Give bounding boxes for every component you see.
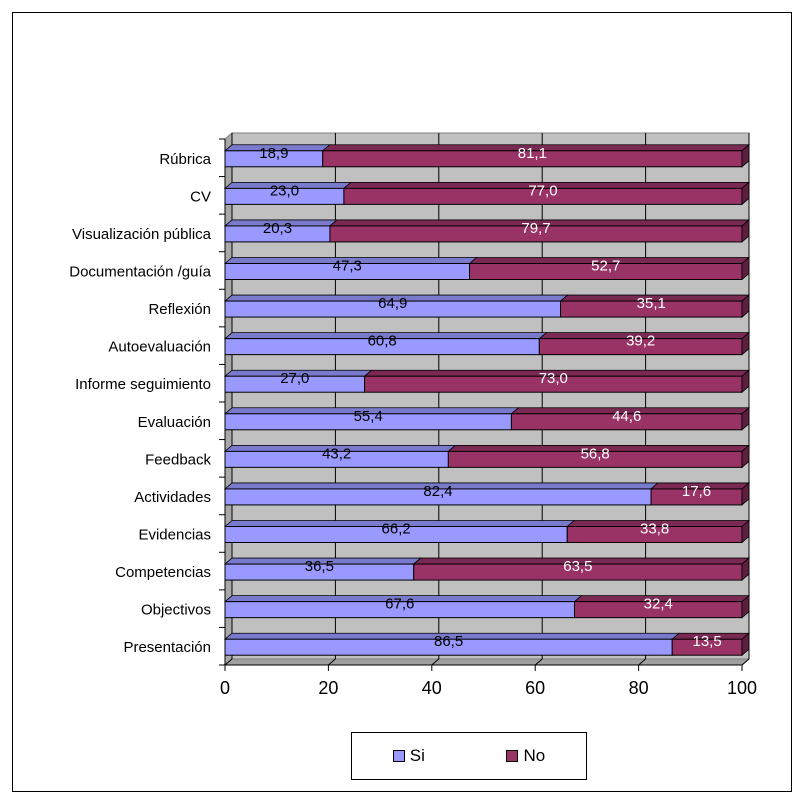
legend-swatch-si (392, 750, 405, 762)
category-label: Visualización pública (72, 226, 212, 243)
stacked-bar-chart: 18,9 81,1 Rúbrica 23,0 77,0 CV 20,3 79,7 Visuali… (69, 131, 757, 698)
floor-gridline (638, 658, 646, 666)
category-label: Documentación /guía (69, 264, 211, 281)
category-label: Actividades (134, 489, 211, 506)
category-label: Evidencias (138, 527, 211, 544)
data-label-no: 63,5 (563, 558, 592, 575)
data-label-no: 13,5 (693, 633, 722, 650)
x-tick-label: 60 (525, 678, 545, 698)
x-tick-label: 0 (220, 678, 230, 698)
data-label-no: 35,1 (637, 295, 666, 312)
plot-floor (223, 658, 751, 666)
bar-side-no (741, 256, 750, 281)
x-tick-label: 80 (629, 678, 649, 698)
bar-side-no (741, 331, 750, 356)
legend-label-no: No (523, 746, 546, 765)
category-label: Informe seguimiento (75, 376, 211, 393)
category-label: Autoevaluación (108, 339, 211, 356)
data-label-si: 55,4 (354, 408, 383, 425)
legend-item-si: Si (392, 746, 425, 766)
x-tick-label: 100 (727, 678, 757, 698)
data-label-si: 66,2 (382, 521, 411, 538)
plot-side-wall (224, 131, 233, 667)
category-label: CV (190, 188, 211, 205)
data-label-si: 86,5 (434, 633, 463, 650)
data-label-no: 52,7 (591, 258, 620, 275)
data-label-si: 27,0 (280, 370, 309, 387)
data-label-si: 67,6 (385, 596, 414, 613)
floor-gridline (431, 658, 440, 666)
data-label-si: 18,9 (259, 145, 288, 162)
bar-side-no (741, 219, 750, 243)
data-label-si: 23,0 (270, 182, 299, 199)
category-label: Competencias (115, 564, 211, 581)
bar-side-no (741, 406, 750, 431)
data-label-no: 33,8 (640, 521, 669, 538)
bar-side-no (741, 181, 750, 206)
bar-side-no (741, 143, 750, 168)
bar-side-no (741, 444, 750, 469)
bar-side-no (741, 519, 750, 544)
legend: Si No (351, 732, 587, 780)
bar-side-no (741, 369, 750, 394)
category-label: Presentación (123, 639, 211, 656)
bar-side-no (741, 294, 750, 318)
floor-gridline (224, 658, 233, 666)
chart-frame: 18,9 81,1 Rúbrica 23,0 77,0 CV 20,3 79,7 Visuali… (12, 12, 792, 792)
data-label-si: 20,3 (263, 220, 292, 237)
x-tick-label: 20 (318, 678, 338, 698)
data-label-si: 60,8 (368, 333, 397, 350)
data-label-no: 81,1 (518, 145, 547, 162)
data-label-no: 73,0 (539, 370, 568, 387)
legend-label-si: Si (409, 746, 425, 765)
data-label-no: 56,8 (581, 445, 610, 462)
data-label-no: 32,4 (644, 596, 673, 613)
data-label-si: 47,3 (333, 258, 362, 275)
data-label-no: 39,2 (626, 333, 655, 350)
bar-side-no (741, 594, 750, 619)
category-label: Reflexión (148, 301, 211, 318)
floor-gridline (534, 658, 543, 666)
bar-side-no (741, 632, 750, 657)
data-label-no: 44,6 (612, 408, 641, 425)
floor-gridline (328, 658, 336, 666)
data-label-no: 77,0 (528, 182, 557, 199)
data-label-si: 64,9 (378, 295, 407, 312)
legend-item-no: No (506, 746, 545, 766)
category-label: Objectivos (141, 602, 211, 619)
category-label: Feedback (145, 451, 211, 468)
data-label-si: 43,2 (322, 445, 351, 462)
category-label: Evaluación (138, 414, 211, 431)
data-label-si: 82,4 (423, 483, 452, 500)
data-label-no: 79,7 (521, 220, 550, 237)
data-label-no: 17,6 (682, 483, 711, 500)
legend-swatch-no (506, 750, 519, 762)
bar-side-no (741, 482, 750, 506)
category-label: Rúbrica (159, 151, 211, 168)
floor-gridline (741, 658, 750, 666)
bar-side-no (741, 557, 750, 581)
x-tick-label: 40 (422, 678, 442, 698)
data-label-si: 36,5 (305, 558, 334, 575)
